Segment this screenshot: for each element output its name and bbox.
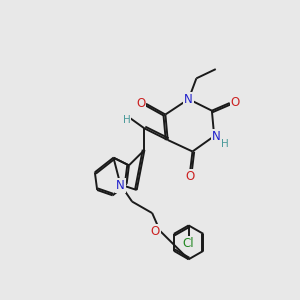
Text: N: N (184, 93, 193, 106)
Text: O: O (136, 97, 145, 110)
Text: O: O (230, 97, 240, 110)
Text: H: H (221, 139, 229, 149)
Text: O: O (185, 170, 195, 183)
Text: O: O (151, 225, 160, 238)
Text: N: N (116, 179, 125, 192)
Text: H: H (123, 115, 130, 125)
Text: N: N (212, 130, 221, 142)
Text: Cl: Cl (183, 237, 194, 250)
